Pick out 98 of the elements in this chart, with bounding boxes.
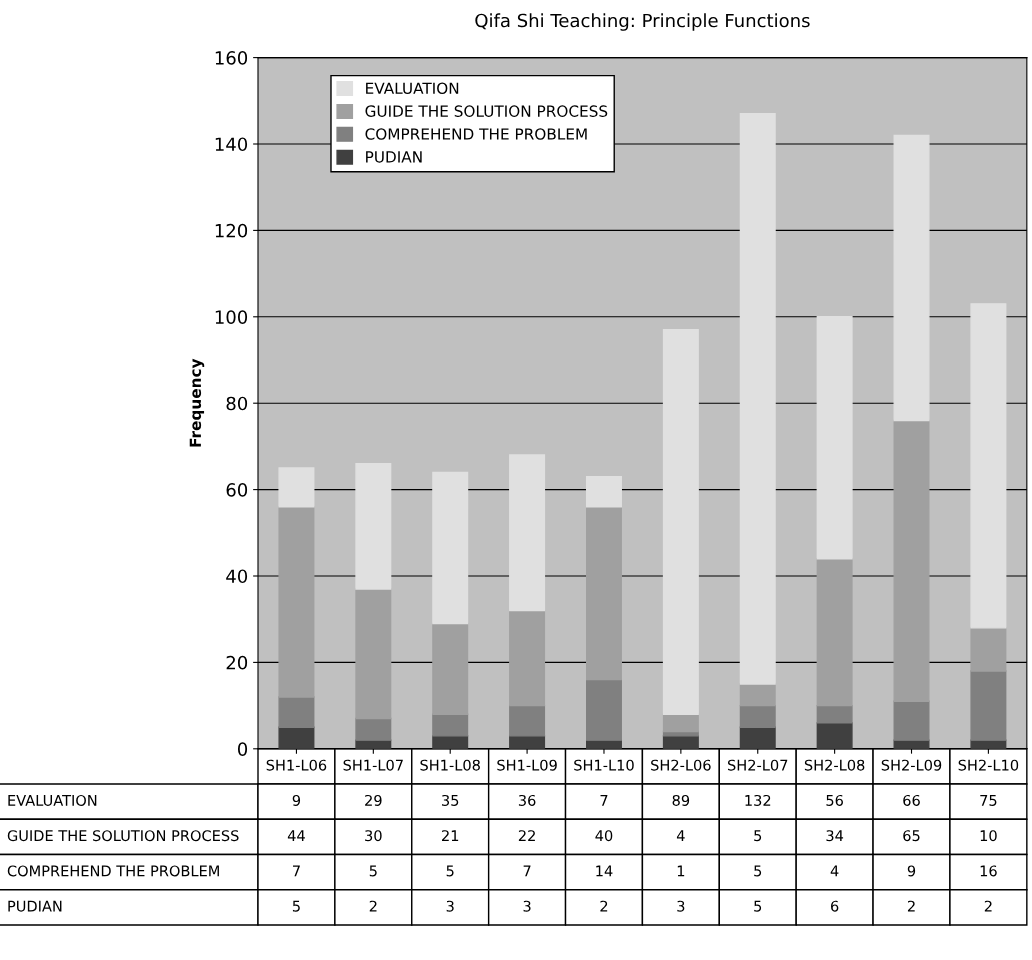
data-label: 5 bbox=[292, 900, 300, 912]
data-label: 5 bbox=[446, 865, 454, 877]
data-label: 10 bbox=[980, 830, 997, 842]
text: GUIDE THE SOLUTION PROCESS bbox=[7, 830, 239, 842]
y-tick-label: 160 bbox=[215, 51, 248, 65]
bar bbox=[816, 704, 853, 724]
data-label: 7 bbox=[293, 865, 300, 877]
text: COMPREHEND THE PROBLEM bbox=[7, 865, 219, 877]
y-axis-title: Frequency bbox=[189, 358, 205, 447]
bar bbox=[585, 506, 622, 681]
bar bbox=[662, 329, 699, 715]
text: PUDIAN bbox=[8, 900, 62, 912]
data-label: 4 bbox=[830, 865, 839, 877]
data-label: 30 bbox=[365, 830, 382, 842]
y-tick-label: 120 bbox=[215, 223, 248, 238]
text: EVALUATION bbox=[8, 794, 97, 806]
bar bbox=[739, 113, 776, 685]
data-label: 7 bbox=[600, 795, 608, 806]
data-label: 5 bbox=[369, 865, 377, 877]
data-label: 7 bbox=[523, 865, 531, 877]
y-tick-label: 80 bbox=[226, 396, 248, 411]
data-label: 3 bbox=[523, 900, 531, 912]
bar bbox=[355, 717, 392, 741]
bar bbox=[739, 704, 776, 728]
data-label: 2 bbox=[600, 900, 608, 912]
bar bbox=[278, 696, 315, 728]
data-label: 1 bbox=[677, 865, 685, 877]
x-tick-label: SH1-L06 bbox=[266, 759, 327, 771]
bar bbox=[662, 713, 699, 733]
x-tick-label: SH2-L07 bbox=[727, 759, 788, 771]
bar bbox=[816, 316, 853, 560]
legend-label: COMPREHEND THE PROBLEM bbox=[365, 128, 587, 140]
bar bbox=[585, 475, 622, 508]
data-label: 5 bbox=[754, 865, 762, 877]
data-label: 75 bbox=[980, 795, 997, 806]
x-tick-label: SH1-L09 bbox=[497, 759, 557, 771]
legend-label: EVALUATION bbox=[366, 82, 459, 94]
data-label: 2 bbox=[907, 900, 915, 912]
bar bbox=[970, 303, 1007, 629]
x-tick-label: SH2-L08 bbox=[804, 759, 865, 771]
bar bbox=[432, 622, 469, 715]
data-label: 9 bbox=[907, 865, 916, 877]
data-label: 3 bbox=[677, 900, 685, 912]
data-label: 132 bbox=[745, 794, 771, 806]
bar bbox=[278, 467, 315, 508]
x-tick-label: SH1-L08 bbox=[420, 759, 480, 771]
data-label: 22 bbox=[518, 830, 535, 841]
data-label: 89 bbox=[672, 794, 690, 806]
data-label: 40 bbox=[595, 830, 613, 842]
bar bbox=[509, 704, 546, 737]
y-tick-label: 100 bbox=[215, 310, 248, 324]
data-label: 66 bbox=[903, 794, 920, 806]
data-label: 9 bbox=[292, 794, 301, 806]
data-label: 29 bbox=[365, 794, 382, 806]
data-label: 34 bbox=[826, 830, 844, 842]
x-tick-label: SH2-L10 bbox=[958, 759, 1019, 771]
data-label: 44 bbox=[287, 830, 305, 841]
bar bbox=[816, 558, 853, 707]
y-tick-label: 0 bbox=[237, 742, 248, 756]
data-label: 2 bbox=[984, 900, 992, 912]
bar bbox=[355, 588, 392, 720]
bar bbox=[739, 683, 776, 707]
data-label: 35 bbox=[442, 794, 459, 806]
data-label: 4 bbox=[676, 830, 685, 841]
data-label: 2 bbox=[369, 900, 377, 912]
x-tick-label: SH1-L10 bbox=[574, 759, 634, 771]
bar bbox=[509, 454, 546, 612]
data-label: 21 bbox=[442, 830, 459, 841]
y-tick-label: 140 bbox=[215, 137, 248, 152]
legend-label: PUDIAN bbox=[366, 151, 422, 163]
data-label: 5 bbox=[754, 830, 762, 842]
bar bbox=[585, 678, 622, 741]
data-label: 14 bbox=[596, 865, 613, 877]
bar bbox=[893, 134, 930, 422]
x-tick-label: SH2-L09 bbox=[881, 759, 942, 771]
bar bbox=[278, 506, 315, 698]
data-label: 5 bbox=[754, 900, 762, 912]
data-label: 65 bbox=[903, 830, 920, 842]
bar bbox=[893, 419, 930, 702]
y-tick-label: 60 bbox=[226, 483, 248, 497]
bar bbox=[355, 462, 392, 590]
bar bbox=[970, 627, 1007, 672]
data-label: 56 bbox=[826, 794, 843, 806]
data-label: 3 bbox=[446, 900, 454, 912]
y-tick-label: 20 bbox=[226, 655, 248, 670]
data-label: 6 bbox=[831, 900, 839, 912]
bar bbox=[432, 471, 469, 625]
data-label: 16 bbox=[980, 865, 997, 877]
bar bbox=[970, 670, 1007, 741]
y-tick-label: 40 bbox=[226, 569, 248, 584]
chart-title: Qifa Shi Teaching: Principle Functions bbox=[475, 13, 810, 31]
x-tick-label: SH2-L06 bbox=[651, 759, 711, 771]
bar bbox=[432, 713, 469, 737]
bar bbox=[893, 700, 930, 741]
legend-label: GUIDE THE SOLUTION PROCESS bbox=[365, 105, 608, 117]
bar bbox=[509, 609, 546, 707]
x-tick-label: SH1-L07 bbox=[343, 759, 403, 771]
data-label: 36 bbox=[518, 794, 536, 806]
